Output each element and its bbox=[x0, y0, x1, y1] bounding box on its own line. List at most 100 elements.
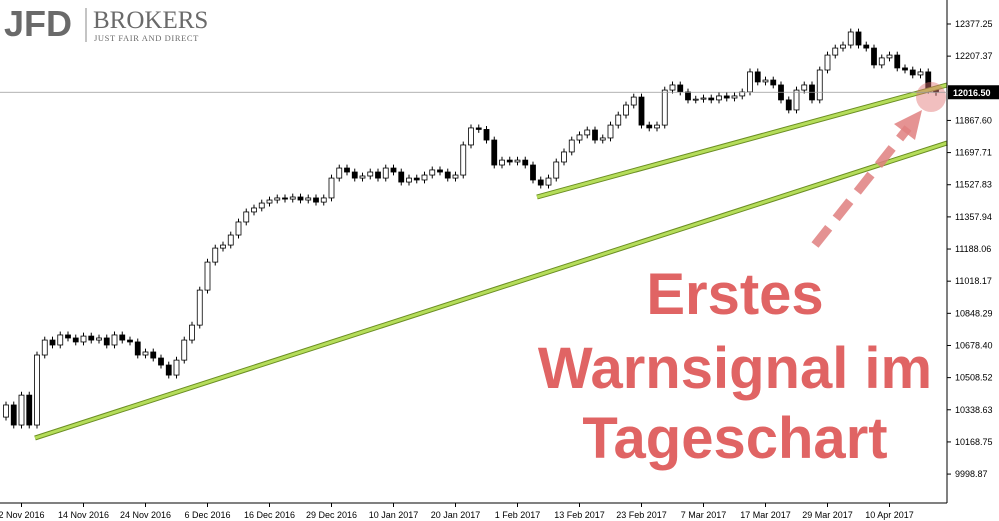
candle-body bbox=[243, 211, 250, 223]
candle-body bbox=[770, 79, 777, 86]
candle-body bbox=[917, 71, 924, 76]
candle-body bbox=[165, 364, 172, 376]
candle-body bbox=[568, 139, 575, 153]
candle-body bbox=[708, 97, 715, 101]
candle-body bbox=[134, 341, 141, 356]
x-tick-label: 10 Jan 2017 bbox=[369, 510, 419, 520]
candle-body bbox=[592, 129, 598, 141]
candle-body bbox=[227, 234, 234, 246]
y-tick-label: 11867.60 bbox=[955, 115, 992, 125]
x-tick-label: 6 Dec 2016 bbox=[184, 510, 230, 520]
x-tick-label: 23 Feb 2017 bbox=[616, 510, 667, 520]
x-tick-label: 1 Feb 2017 bbox=[495, 510, 541, 520]
candle-body bbox=[359, 175, 366, 179]
candle-body bbox=[553, 161, 560, 179]
candle-body bbox=[406, 177, 412, 183]
candle-body bbox=[762, 79, 769, 83]
candle-body bbox=[506, 159, 513, 163]
y-tick-label: 10168.75 bbox=[955, 437, 993, 447]
candle-body bbox=[685, 91, 691, 101]
candle-body bbox=[88, 335, 95, 341]
x-tick-label: 20 Jan 2017 bbox=[431, 510, 481, 520]
candle-body bbox=[235, 221, 242, 236]
candle-body bbox=[34, 354, 40, 426]
candle-body bbox=[320, 197, 327, 203]
candle-body bbox=[452, 174, 459, 179]
candle-body bbox=[26, 394, 33, 426]
candle-body bbox=[10, 404, 17, 426]
candle-body bbox=[731, 95, 738, 99]
trend-line-lower-inner bbox=[34, 141, 948, 440]
candle-body bbox=[181, 339, 188, 361]
candle-body bbox=[390, 167, 397, 173]
candle-body bbox=[196, 289, 203, 326]
candle-body bbox=[382, 167, 389, 179]
candle-body bbox=[522, 159, 529, 166]
y-tick-label: 12377.25 bbox=[955, 19, 993, 29]
candle-body bbox=[289, 196, 296, 200]
x-tick-label: 29 Dec 2016 bbox=[306, 510, 357, 520]
x-tick-label: 10 Apr 2017 bbox=[865, 510, 914, 520]
annotation-line: Tageschart bbox=[582, 406, 887, 471]
candle-body bbox=[646, 124, 653, 129]
y-tick-label: 11018.17 bbox=[955, 276, 992, 286]
candle-body bbox=[158, 357, 164, 366]
x-tick-label: 16 Dec 2016 bbox=[244, 510, 295, 520]
candle-body bbox=[514, 159, 521, 163]
y-tick-label: 11188.06 bbox=[955, 244, 991, 254]
candle-body bbox=[832, 47, 839, 56]
y-tick-label: 9998.87 bbox=[955, 469, 988, 479]
candle-body bbox=[793, 89, 800, 111]
candle-body bbox=[328, 177, 335, 199]
candle-body bbox=[57, 334, 64, 346]
candle-body bbox=[375, 171, 381, 179]
candle-body bbox=[576, 134, 583, 141]
candle-body bbox=[855, 31, 862, 46]
candle-body bbox=[824, 54, 831, 71]
candle-body bbox=[204, 261, 211, 291]
candle-body bbox=[212, 247, 219, 263]
annotation-line: Erstes bbox=[646, 262, 823, 327]
price-label-box bbox=[948, 85, 999, 100]
candle-body bbox=[499, 159, 505, 166]
candle-body bbox=[902, 67, 908, 71]
candle-body bbox=[398, 171, 405, 183]
candle-body bbox=[723, 95, 730, 99]
candle-body bbox=[49, 339, 56, 346]
candle-body bbox=[537, 179, 544, 186]
arrow-head bbox=[894, 110, 922, 140]
candle-body bbox=[150, 351, 157, 359]
candle-body bbox=[754, 71, 761, 83]
logo-tagline: JUST FAIR AND DIRECT bbox=[94, 33, 199, 43]
x-tick-label: 7 Mar 2017 bbox=[681, 510, 727, 520]
candle-body bbox=[282, 197, 288, 200]
candle-body bbox=[475, 127, 482, 130]
highlight-circle bbox=[916, 82, 946, 112]
trend-line-upper-inner bbox=[536, 83, 948, 199]
x-tick-label: 2 Nov 2016 bbox=[0, 510, 45, 520]
y-tick-label: 11697.71 bbox=[955, 148, 992, 158]
candle-body bbox=[41, 339, 48, 356]
candle-body bbox=[103, 337, 110, 346]
candle-body bbox=[351, 171, 358, 179]
candle-body bbox=[483, 129, 490, 141]
candle-body bbox=[847, 31, 854, 46]
candle-body bbox=[142, 351, 149, 356]
candle-body bbox=[654, 124, 660, 129]
candle-body bbox=[127, 339, 133, 343]
x-tick-label: 14 Nov 2016 bbox=[58, 510, 109, 520]
logo-name: BROKERS bbox=[93, 7, 208, 34]
arrow-shaft bbox=[811, 125, 912, 248]
y-tick-label: 11357.94 bbox=[955, 212, 992, 222]
candle-body bbox=[607, 124, 614, 139]
candle-body bbox=[638, 96, 645, 126]
candle-body bbox=[173, 359, 180, 376]
annotation-line: Warnsignal im bbox=[538, 336, 932, 401]
candle-body bbox=[561, 151, 567, 163]
candle-body bbox=[615, 114, 622, 126]
candle-body bbox=[669, 84, 676, 91]
candle-body bbox=[785, 99, 792, 111]
candle-body bbox=[816, 69, 823, 101]
candle-body bbox=[72, 337, 79, 343]
